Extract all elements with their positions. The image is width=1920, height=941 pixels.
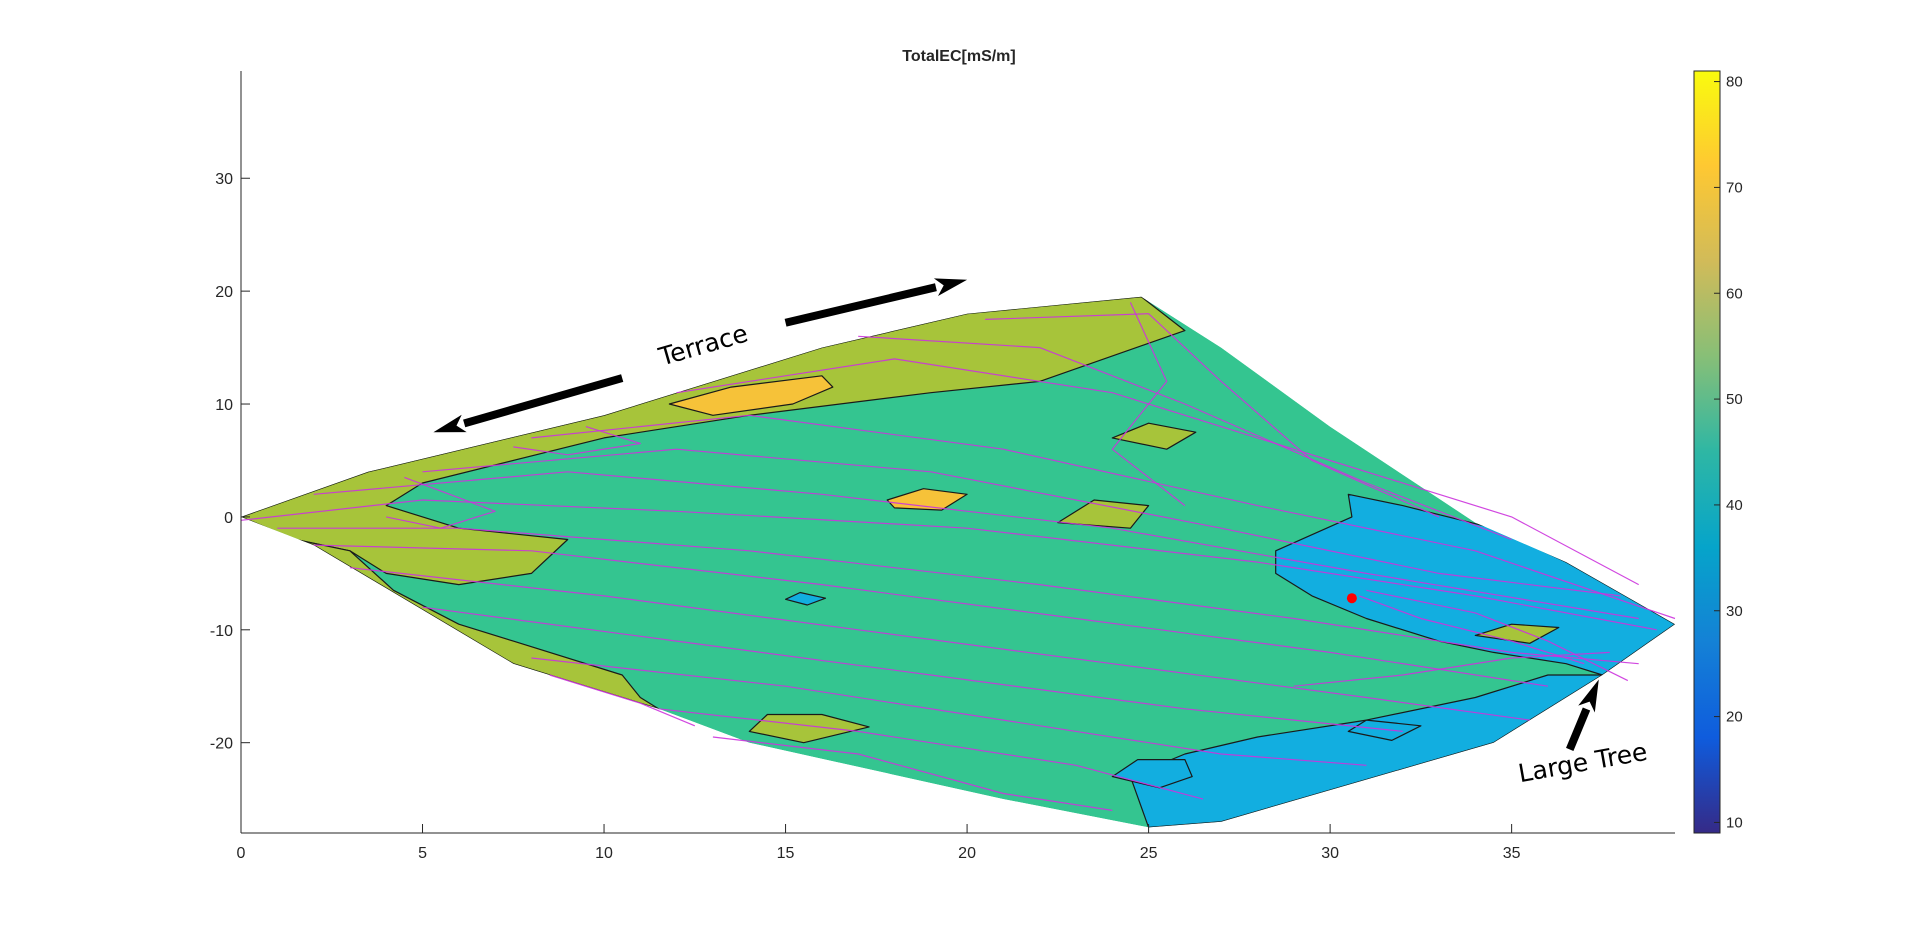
x-tick-label: 30 [1321, 845, 1339, 862]
plot-area [240, 296, 1676, 828]
colorbar-tick-label: 30 [1726, 603, 1743, 620]
terrace-arrow-left-head [433, 414, 467, 433]
x-tick-label: 0 [237, 845, 246, 862]
y-tick-label: 0 [224, 510, 233, 527]
chart-title: TotalEC[mS/m] [902, 48, 1015, 65]
colorbar-tick-label: 80 [1726, 74, 1743, 91]
survey-path [277, 527, 1639, 665]
survey-path [531, 414, 1676, 620]
contour-region [668, 375, 834, 416]
survey-path [349, 567, 1530, 721]
y-tick-label: 10 [215, 397, 233, 414]
contour-fill-group [241, 296, 1675, 828]
colorbar-tick-label: 40 [1726, 497, 1743, 514]
survey-path [858, 335, 1512, 541]
survey-path [658, 708, 1204, 800]
colorbar-tick-label: 20 [1726, 709, 1743, 726]
survey-path [513, 426, 641, 456]
contour-region [1057, 499, 1150, 529]
highlight-point [1346, 593, 1357, 604]
colorbar-tick-label: 50 [1726, 391, 1743, 408]
survey-path [1111, 302, 1186, 507]
annotation-label: Large Tree [1516, 737, 1649, 788]
terrace-arrow-left-shaft [463, 374, 624, 428]
contour-region [784, 591, 827, 606]
x-tick-label: 20 [958, 845, 976, 862]
survey-path [531, 657, 1367, 766]
x-tick-label: 35 [1503, 845, 1521, 862]
colorbar-tick-label: 70 [1726, 179, 1743, 196]
x-tick-label: 10 [595, 845, 613, 862]
survey-path [985, 313, 1440, 518]
tree-arrow-shaft [1566, 707, 1591, 751]
tree-arrow-head [1578, 679, 1599, 713]
survey-path [1366, 589, 1629, 682]
y-tick-label: 30 [215, 171, 233, 188]
axes: 0 5 10 15 20 25 30 35 -20 -10 0 10 20 30 [210, 71, 1675, 862]
contour-region [241, 296, 1186, 586]
survey-path [712, 736, 1113, 811]
contour-region [1347, 719, 1422, 742]
colorbar: 10 20 30 40 50 60 70 80 [1693, 70, 1743, 834]
y-tick-label: -20 [210, 736, 233, 753]
survey-path [676, 358, 1639, 586]
contour-region [1111, 422, 1197, 450]
survey-path [422, 448, 1621, 597]
survey-path [1293, 651, 1610, 687]
colorbar-tick-label: 10 [1726, 814, 1743, 831]
survey-path [386, 476, 496, 529]
survey-path [549, 674, 696, 727]
survey-path [422, 606, 1403, 732]
terrace-arrow-right-head [933, 278, 968, 296]
x-tick-label: 5 [418, 845, 427, 862]
survey-path [313, 471, 1639, 620]
y-tick-label: -10 [210, 623, 233, 640]
colorbar-gradient [1693, 70, 1721, 834]
annotation-label: Terrace [655, 319, 751, 372]
y-tick-label: 20 [215, 284, 233, 301]
survey-path [313, 544, 1548, 687]
contour-region [748, 713, 870, 744]
terrace-arrow-right-shaft [784, 283, 937, 327]
survey-path [240, 499, 1657, 631]
survey-paths [240, 302, 1676, 811]
colorbar-tick-label: 60 [1726, 285, 1743, 302]
survey-path [1358, 595, 1585, 665]
x-tick-label: 25 [1140, 845, 1158, 862]
x-tick-label: 15 [777, 845, 795, 862]
